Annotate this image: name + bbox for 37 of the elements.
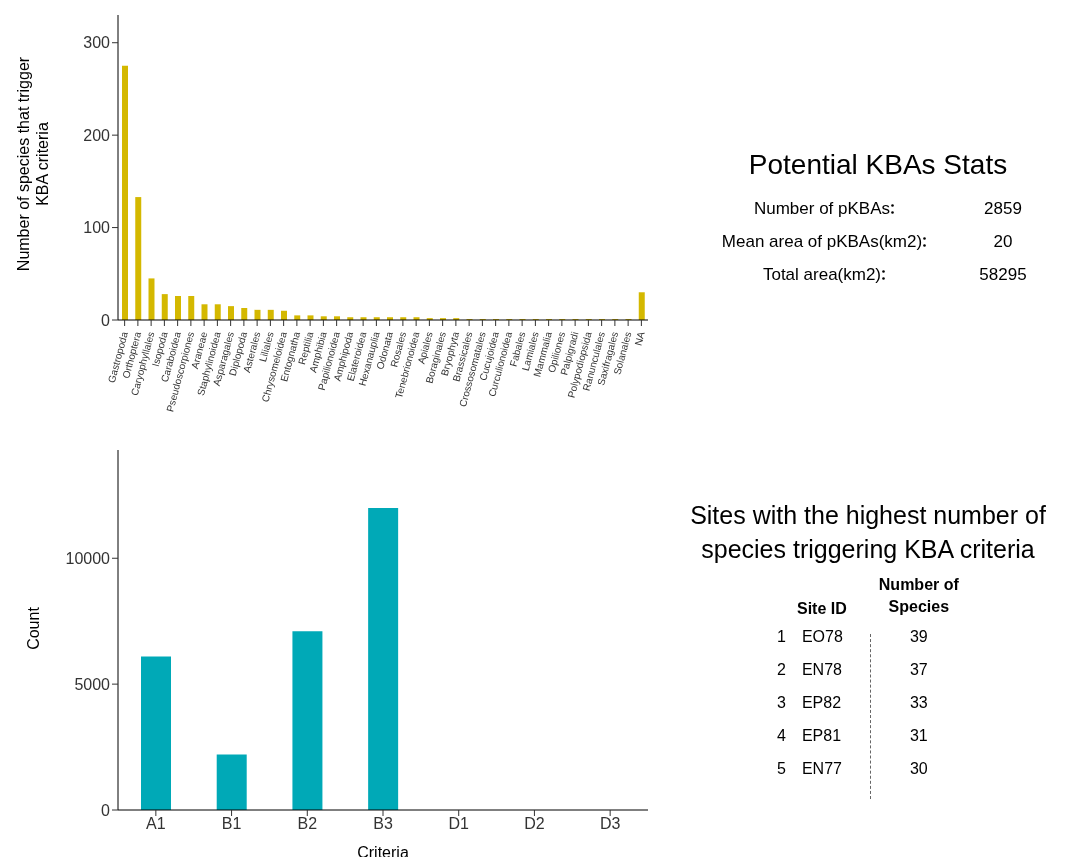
y-tick-label: 100 [83,219,111,237]
x-tick-label: D3 [599,815,621,833]
data-label: 37 [908,659,929,680]
x-tick-label: D2 [524,815,545,833]
x-tick-label: NA [632,330,647,347]
data-label: 2859 [983,197,1023,220]
x-tick-label: B1 [221,815,242,833]
text: 2 EN78 [777,660,842,678]
text: Number of Species [877,575,960,617]
category-label: Mean area of pKBAs(km2) [720,230,924,253]
x-tick-label: D1 [448,815,470,833]
text: 4 EP81 [777,726,842,744]
y-tick-label: 0 [101,801,111,819]
y-axis-title: Count [23,605,43,652]
text: 1 EO78 [777,627,843,645]
data-label: 31 [908,725,929,746]
data-label: 58295 [978,263,1028,286]
data-label: 20 [992,230,1014,253]
x-tick-label: B3 [373,815,393,833]
text: Sites with the highest number of species triggering KBA criteria [689,500,1047,565]
text: 5 EN77 [777,759,842,777]
text: 3 EP82 [777,693,842,711]
y-tick-label: 10000 [65,549,111,567]
y-tick-label: 5000 [74,675,111,693]
data-label: 30 [908,758,929,779]
x-tick-label: A1 [146,815,166,833]
x-tick-label: B2 [297,815,318,833]
y-tick-label: 200 [83,126,111,144]
data-label: 33 [908,692,929,713]
y-tick-label: 0 [101,311,111,329]
category-label: Total area(km2) [761,263,883,286]
y-tick-label: 300 [83,34,111,52]
text: Potential KBAs Stats [747,148,1009,182]
category-label: Number of pKBAs [752,197,892,220]
data-label: 39 [908,626,929,647]
text: Site ID [796,599,848,619]
y-axis-title: Number of species that trigger KBA criteria [14,55,52,274]
